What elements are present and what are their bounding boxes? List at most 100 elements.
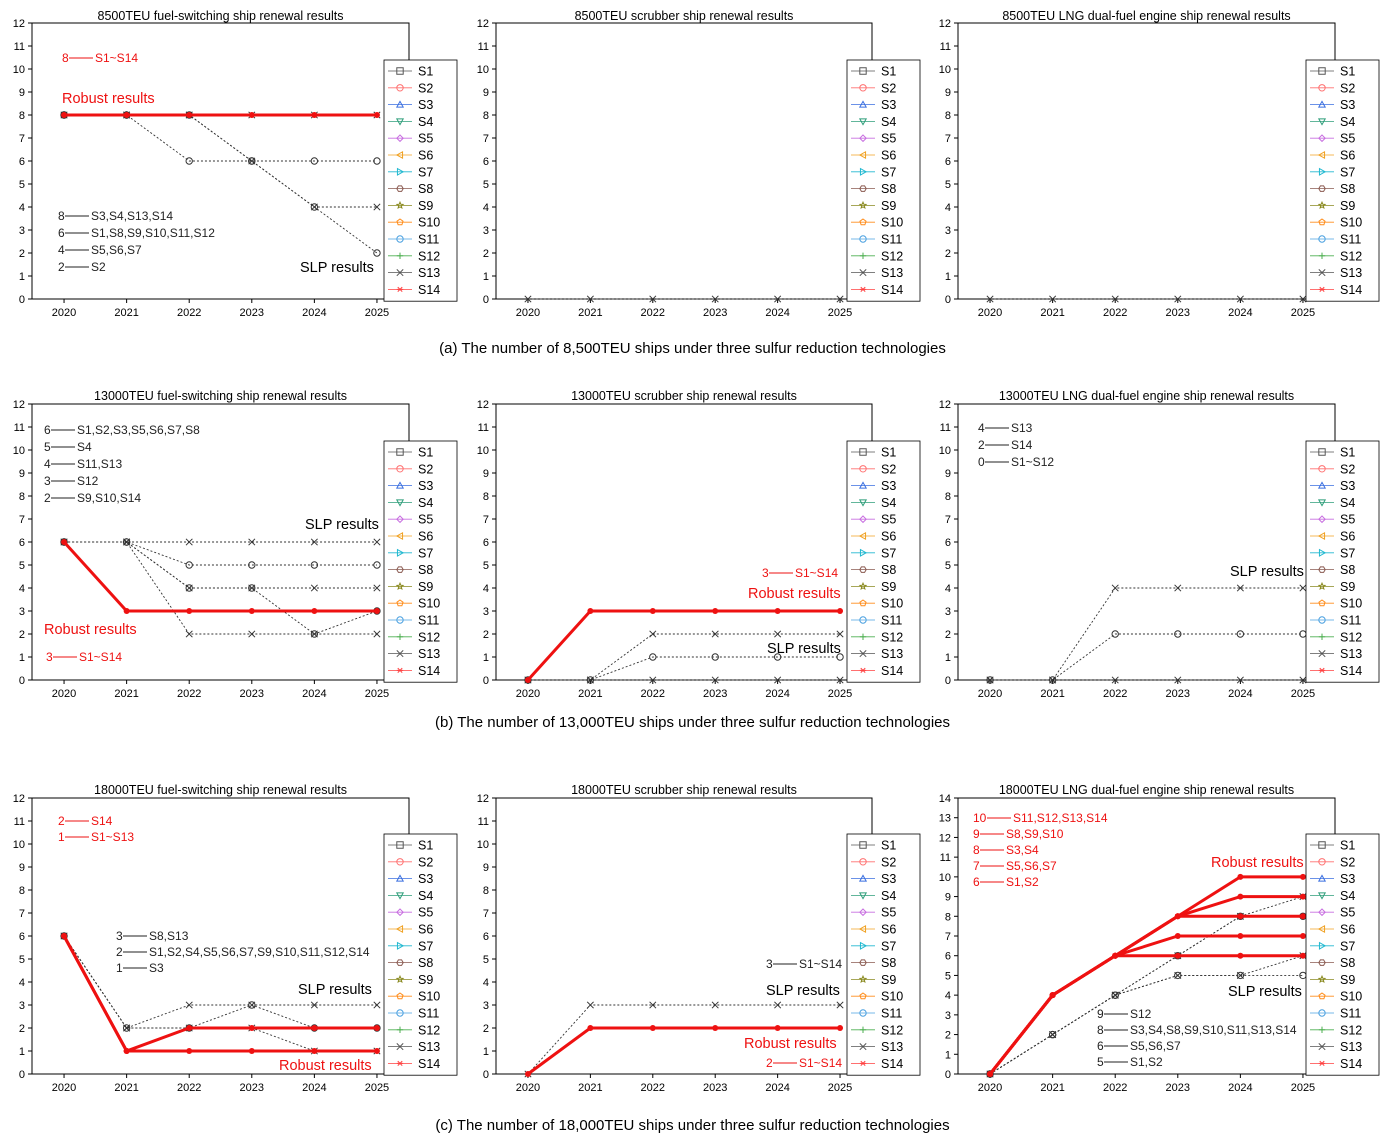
legend-marker xyxy=(1318,1009,1326,1017)
y-tick-label: 2 xyxy=(483,248,489,260)
legend-marker xyxy=(859,650,867,658)
x-tick-label: 2020 xyxy=(978,307,1002,319)
legend-label: S4 xyxy=(881,889,896,903)
legend-label: S9 xyxy=(1340,973,1355,987)
slp-series-line xyxy=(64,541,377,635)
chart-title: 18000TEU fuel-switching ship renewal res… xyxy=(94,783,347,797)
slp-point xyxy=(773,653,782,661)
legend-marker xyxy=(1317,481,1327,489)
legend-marker xyxy=(858,924,867,934)
legend-marker xyxy=(859,908,867,917)
legend-label: S14 xyxy=(418,1057,440,1071)
legend-label: S12 xyxy=(418,1023,440,1037)
legend-label: S5 xyxy=(418,513,433,527)
y-tick-label: 12 xyxy=(477,793,489,805)
robust-point xyxy=(587,608,594,614)
y-tick-label: 1 xyxy=(483,652,489,664)
slp-point xyxy=(774,630,782,638)
chart-title: 8500TEU scrubber ship renewal results xyxy=(575,9,794,23)
legend-marker xyxy=(1318,992,1326,1000)
slp-point xyxy=(1111,630,1119,638)
y-tick-label: 4 xyxy=(483,977,489,989)
legend-label: S6 xyxy=(418,149,433,163)
robust-results-label: Robust results xyxy=(62,91,155,107)
x-tick-label: 2020 xyxy=(978,1082,1002,1094)
x-tick-label: 2023 xyxy=(703,688,727,700)
legend-box xyxy=(1305,59,1380,302)
chart-c2: 18000TEU scrubber ship renewal results 0 1… xyxy=(477,783,921,1094)
legend-label: S10 xyxy=(1340,597,1362,611)
legend: S1 S2 S3 S4 S5 S6 S7 S8 S9 S10 S11 S12 S13 S14 xyxy=(846,440,921,683)
legend-marker xyxy=(396,167,405,176)
legend-label: S10 xyxy=(881,990,903,1004)
black-note-num: 3 xyxy=(116,929,123,943)
legend-label: S9 xyxy=(1340,580,1355,594)
legend-label: S9 xyxy=(418,199,433,213)
legend-label: S8 xyxy=(1340,563,1355,577)
red-note-text: S1~S14 xyxy=(95,51,138,65)
slp-point xyxy=(185,584,193,592)
legend-marker xyxy=(1318,218,1326,226)
legend-label: S3 xyxy=(1340,479,1355,493)
legend-label: S6 xyxy=(881,530,896,544)
slp-point xyxy=(1236,584,1244,592)
y-tick-label: 11 xyxy=(478,422,489,434)
slp-point xyxy=(310,561,319,569)
legend: S1 S2 S3 S4 S5 S6 S7 S8 S9 S10 S11 S12 S13 S14 xyxy=(383,440,458,683)
legend-label: S10 xyxy=(418,216,440,230)
y-tick-label: 8 xyxy=(19,491,25,503)
slp-point xyxy=(122,1024,131,1032)
black-note-num: 4 xyxy=(44,457,51,471)
slp-point xyxy=(524,676,532,684)
slp-point xyxy=(711,630,719,638)
legend: S1 S2 S3 S4 S5 S6 S7 S8 S9 S10 S11 S12 S13 S14 xyxy=(383,833,458,1076)
robust-point xyxy=(186,1025,193,1031)
legend-marker xyxy=(396,134,404,143)
legend-marker xyxy=(396,616,404,624)
robust-point xyxy=(524,1071,531,1077)
red-note-num: 2 xyxy=(58,814,65,828)
legend-label: S1 xyxy=(1340,839,1355,853)
chart-title: 13000TEU scrubber ship renewal results xyxy=(571,389,797,403)
legend-label: S6 xyxy=(881,149,896,163)
chart-a2: 8500TEU scrubber ship renewal results012… xyxy=(477,9,921,319)
legend-label: S6 xyxy=(418,530,433,544)
slp-point xyxy=(1111,584,1119,592)
legend-marker xyxy=(859,959,867,966)
slp-point xyxy=(1049,295,1057,303)
y-tick-label: 2 xyxy=(945,248,951,260)
chart-a1: 8500TEU fuel-switching ship renewal resu… xyxy=(13,9,458,319)
x-tick-label: 2020 xyxy=(978,688,1002,700)
slp-point xyxy=(1236,295,1244,303)
black-note-num: 6 xyxy=(58,226,65,240)
black-note-num: 4 xyxy=(978,421,985,435)
legend-marker xyxy=(396,566,404,573)
legend-marker xyxy=(859,992,867,1000)
legend-label: S8 xyxy=(418,956,433,970)
red-note-text: S1~S14 xyxy=(79,650,122,664)
legend-marker xyxy=(1318,616,1326,624)
legend-marker xyxy=(859,667,867,673)
slp-point xyxy=(1111,295,1119,303)
legend-label: S11 xyxy=(881,233,902,247)
black-note-num: 5 xyxy=(44,440,51,454)
legend-label: S9 xyxy=(881,973,896,987)
legend-marker xyxy=(395,118,405,126)
legend-marker xyxy=(1318,650,1326,658)
chart-b3: 13000TEU LNG dual-fuel engine ship renew… xyxy=(939,389,1380,700)
x-tick-label: 2020 xyxy=(52,688,76,700)
robust-point xyxy=(1237,893,1244,900)
x-tick-label: 2020 xyxy=(52,307,76,319)
red-note-text: S5,S6,S7 xyxy=(1006,859,1057,873)
slp-point xyxy=(1174,295,1182,303)
slp-point xyxy=(1299,295,1307,303)
robust-point xyxy=(1174,913,1181,920)
y-tick-label: 1 xyxy=(19,271,25,283)
legend-marker xyxy=(1318,235,1326,243)
black-note-text: S13 xyxy=(1011,421,1033,435)
x-tick-label: 2024 xyxy=(765,307,789,319)
slp-point xyxy=(836,676,844,684)
legend-marker xyxy=(395,531,404,541)
robust-point xyxy=(186,1048,193,1054)
y-tick-label: 12 xyxy=(939,18,951,30)
